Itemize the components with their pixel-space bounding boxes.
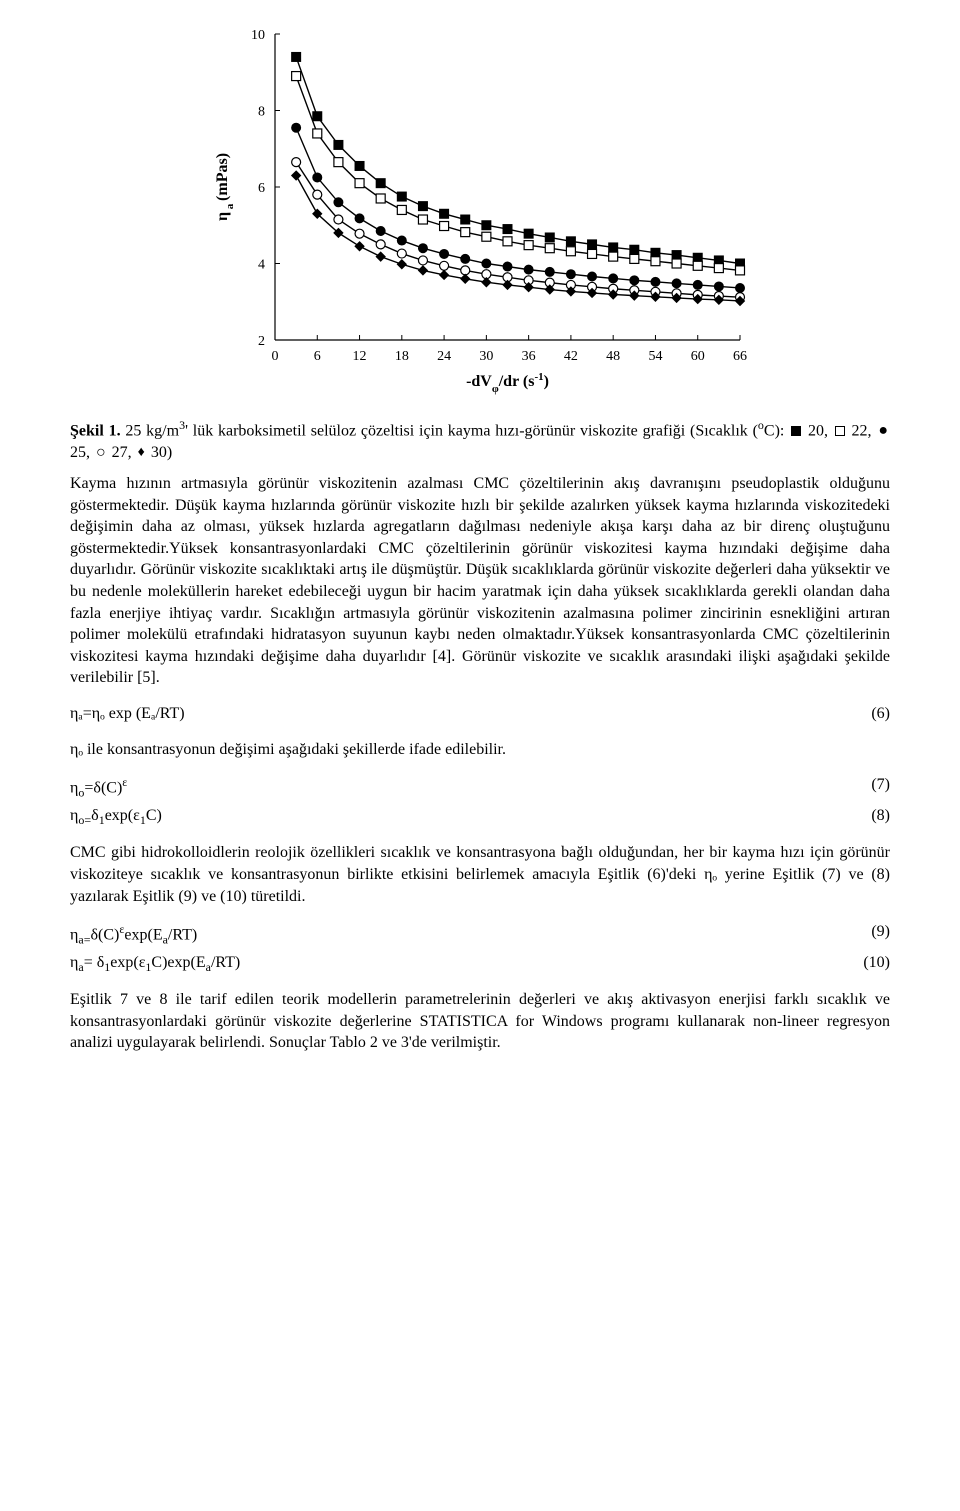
eq10-num: (10) xyxy=(863,952,890,975)
legend-30: 30) xyxy=(147,444,172,461)
legend-20: 20, xyxy=(803,422,833,439)
filled-circle-icon: ● xyxy=(878,426,888,436)
svg-text:8: 8 xyxy=(258,105,265,120)
svg-text:30: 30 xyxy=(479,349,493,364)
svg-text:0: 0 xyxy=(272,349,279,364)
svg-text:48: 48 xyxy=(606,349,620,364)
svg-text:η a (mPas): η a (mPas) xyxy=(214,153,236,221)
svg-text:42: 42 xyxy=(564,349,578,364)
caption-t3: C): xyxy=(764,422,789,439)
eq9-num: (9) xyxy=(871,921,890,948)
svg-text:12: 12 xyxy=(353,349,367,364)
svg-text:24: 24 xyxy=(437,349,451,364)
eq6-num: (6) xyxy=(871,703,890,725)
equation-8: ηo=δ1exp(ε1C) (8) xyxy=(70,805,890,828)
svg-text:6: 6 xyxy=(314,349,321,364)
eq8-lhs: ηo=δ1exp(ε1C) xyxy=(70,805,162,828)
svg-text:4: 4 xyxy=(258,258,265,273)
equation-6: ηₐ=ηₒ exp (Eₐ/RT) (6) xyxy=(70,703,890,725)
paragraph-3: CMC gibi hidrokolloidlerin reolojik özel… xyxy=(70,842,890,907)
caption-t1: 25 kg/m xyxy=(121,422,179,439)
paragraph-1: Kayma hızının artmasıyla görünür viskozi… xyxy=(70,473,890,689)
open-circle-icon: ○ xyxy=(96,448,106,458)
legend-27: 27, xyxy=(108,444,136,461)
filled-square-icon xyxy=(791,426,801,436)
svg-text:18: 18 xyxy=(395,349,409,364)
svg-text:60: 60 xyxy=(691,349,705,364)
equation-10: ηa= δ1exp(ε1C)exp(Ea/RT) (10) xyxy=(70,952,890,975)
filled-diamond-icon: ♦ xyxy=(138,448,145,458)
equation-9: ηa=δ(C)εexp(Ea/RT) (9) xyxy=(70,921,890,948)
svg-text:6: 6 xyxy=(258,181,265,196)
equation-7: ηo=δ(C)ε (7) xyxy=(70,774,890,801)
svg-text:36: 36 xyxy=(522,349,536,364)
legend-25: 25, xyxy=(70,444,94,461)
open-square-icon xyxy=(835,426,845,436)
svg-text:10: 10 xyxy=(251,28,265,43)
eq10-lhs: ηa= δ1exp(ε1C)exp(Ea/RT) xyxy=(70,952,240,975)
viscosity-chart: 0612182430364248546066246810η a (mPas)-d… xyxy=(200,20,760,407)
caption-t2: ' lük karboksimetil selüloz çözeltisi iç… xyxy=(185,422,758,439)
eq7-num: (7) xyxy=(871,774,890,801)
paragraph-2: ηₒ ile konsantrasyonun değişimi aşağıdak… xyxy=(70,739,890,761)
eq6-lhs: ηₐ=ηₒ exp (Eₐ/RT) xyxy=(70,703,185,725)
eq8-num: (8) xyxy=(871,805,890,828)
caption-prefix: Şekil 1. xyxy=(70,422,121,439)
svg-text:2: 2 xyxy=(258,334,265,349)
figure-caption: Şekil 1. 25 kg/m3' lük karboksimetil sel… xyxy=(70,417,890,464)
eq7-lhs: ηo=δ(C)ε xyxy=(70,774,127,801)
svg-text:54: 54 xyxy=(648,349,662,364)
eq9-lhs: ηa=δ(C)εexp(Ea/RT) xyxy=(70,921,197,948)
svg-text:66: 66 xyxy=(733,349,747,364)
svg-text:-dVφ/dr (s-1): -dVφ/dr (s-1) xyxy=(466,371,549,395)
paragraph-4: Eşitlik 7 ve 8 ile tarif edilen teorik m… xyxy=(70,989,890,1054)
legend-22: 22, xyxy=(847,422,877,439)
